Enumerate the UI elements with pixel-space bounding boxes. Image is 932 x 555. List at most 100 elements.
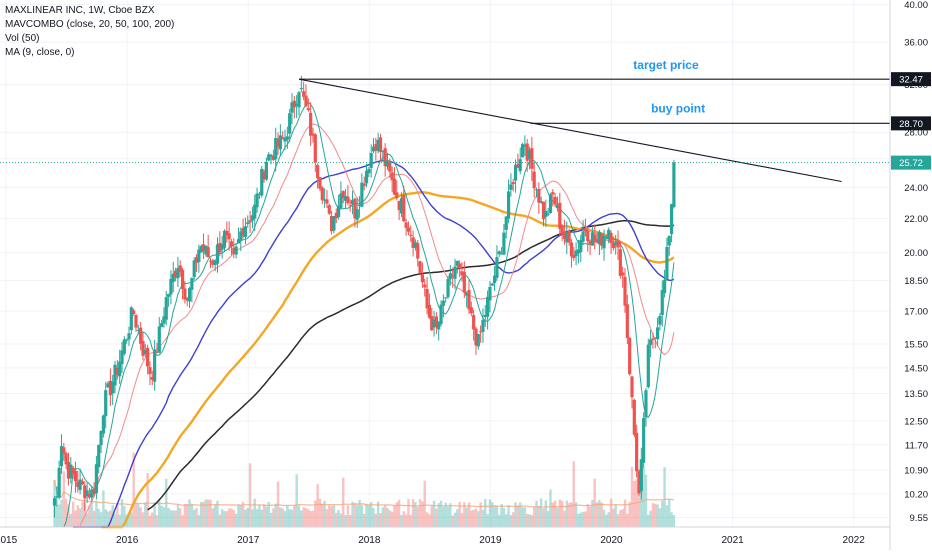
candle-body <box>206 247 210 258</box>
volume-bar <box>565 500 568 527</box>
volume-bar <box>274 503 277 527</box>
candle-body <box>132 310 136 314</box>
candle-body <box>395 192 399 199</box>
candle <box>541 201 546 227</box>
time-tick-label: 2017 <box>237 535 260 546</box>
candle-body <box>378 137 383 152</box>
volume-bar <box>190 503 194 527</box>
candle-body <box>476 334 480 347</box>
candle-body <box>204 245 208 255</box>
candle-body <box>122 339 126 354</box>
candle <box>248 210 252 233</box>
volume-bar <box>661 500 664 527</box>
volume-bar <box>255 508 259 527</box>
candle-body <box>607 229 611 240</box>
volume-bar <box>199 502 203 527</box>
candle-body <box>239 231 243 241</box>
candle-body <box>511 182 515 185</box>
volume-bar <box>309 511 312 527</box>
volume-bar <box>591 499 594 527</box>
volume-bar <box>234 513 238 527</box>
candle-body <box>492 275 497 284</box>
candle-body <box>539 201 543 203</box>
volume-bar <box>523 507 527 527</box>
volume-bar <box>134 502 138 527</box>
drawings[interactable] <box>0 78 890 183</box>
candle-body <box>504 216 508 230</box>
candle-body <box>583 228 588 232</box>
candle-body <box>490 283 494 286</box>
candle <box>567 228 571 246</box>
candle <box>104 381 108 429</box>
candle <box>392 167 397 196</box>
volume-bar <box>479 502 482 527</box>
price-label-bg <box>891 116 931 131</box>
candle-body <box>80 481 85 485</box>
candle-body <box>665 246 669 279</box>
candle <box>588 239 592 256</box>
candle <box>388 158 392 178</box>
volume-bar <box>325 509 329 527</box>
candle-body <box>609 232 613 244</box>
candle-body <box>101 415 105 434</box>
candle <box>218 231 222 257</box>
volume-bar <box>423 480 426 527</box>
candle-body <box>236 239 241 244</box>
price-tick-label: 36.00 <box>904 38 928 49</box>
price-tick-label: 18.50 <box>904 276 928 287</box>
candle <box>490 282 494 286</box>
volume-bar <box>381 507 385 527</box>
candle-body <box>250 215 255 221</box>
candle-body <box>467 289 471 310</box>
candle-body <box>367 168 371 174</box>
candle <box>371 138 376 154</box>
symbol-title[interactable]: MAXLINEAR INC, 1W, Cboe BZX <box>5 5 155 16</box>
candle-body <box>662 279 667 294</box>
volume-bar <box>346 505 350 527</box>
candle <box>574 242 578 266</box>
candle <box>604 235 608 240</box>
candle <box>304 84 308 108</box>
candle-body <box>413 242 418 248</box>
volume-bar <box>404 514 408 527</box>
candle <box>667 235 671 256</box>
candle <box>113 360 117 394</box>
volume-bar <box>67 504 70 527</box>
candle-body <box>525 143 529 161</box>
candle-body <box>530 148 534 169</box>
candle-body <box>474 328 478 346</box>
indicator-mavcombo[interactable]: MAVCOMBO (close, 20, 50, 100, 200) <box>5 19 175 30</box>
volume-bar <box>609 498 613 527</box>
candle <box>469 301 473 317</box>
candle-body <box>460 271 464 276</box>
candle <box>276 132 280 155</box>
candle-body <box>406 227 411 232</box>
candle <box>672 159 676 209</box>
candle <box>639 447 643 500</box>
candle <box>295 95 299 119</box>
candle <box>164 290 168 326</box>
indicator-volume[interactable]: Vol (50) <box>5 33 40 44</box>
price-axis[interactable]: 9.55 10.20 10.90 11.70 12.50 13.50 14.50 15.50 1… <box>889 0 932 550</box>
volume-bar <box>658 508 662 527</box>
candle <box>446 275 450 299</box>
candle <box>569 239 574 268</box>
candle <box>90 485 94 501</box>
candle-body <box>397 200 401 210</box>
candle-body <box>560 225 564 235</box>
volume-bars <box>53 452 676 527</box>
candle <box>269 153 273 165</box>
volume-bar <box>253 498 256 527</box>
indicator-ma9[interactable]: MA (9, close, 0) <box>5 47 75 58</box>
volume-bar <box>197 515 201 527</box>
volume-bar <box>265 506 268 527</box>
volume-bar <box>132 452 135 527</box>
candle-body <box>444 297 448 299</box>
volume-bar <box>213 504 217 527</box>
volume-bar <box>549 489 552 527</box>
volume-bar <box>383 504 387 527</box>
volume-bar <box>120 499 124 527</box>
